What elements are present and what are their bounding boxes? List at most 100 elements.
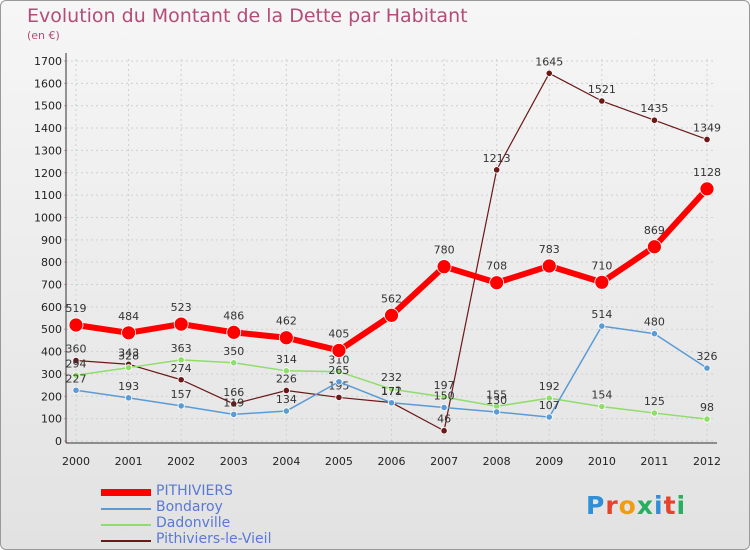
legend-swatch: [101, 540, 151, 542]
y-tick-label: 1000: [34, 211, 62, 224]
y-tick-label: 1600: [34, 77, 62, 90]
x-tick-label: 2006: [378, 455, 406, 468]
x-tick-label: 2004: [272, 455, 300, 468]
data-point: [335, 378, 343, 386]
x-tick-label: 2003: [220, 455, 248, 468]
x-tick-label: 2001: [115, 455, 143, 468]
x-tick-label: 2005: [325, 455, 353, 468]
legend-item-dadonville: Dadonville: [101, 515, 331, 533]
data-point: [650, 409, 659, 417]
x-tick-label: 2000: [62, 455, 90, 468]
data-point: [177, 356, 185, 364]
x-tick-label: 2007: [430, 455, 458, 468]
y-axis-unit: (en €): [27, 29, 60, 42]
y-tick-label: 0: [55, 435, 62, 448]
data-label: 1349: [693, 121, 721, 134]
data-label: 350: [223, 345, 244, 358]
legend-label: Pithiviers-le-Vieil: [156, 531, 272, 547]
data-point: [173, 316, 189, 332]
data-label: 154: [591, 389, 612, 402]
data-point: [230, 400, 238, 408]
y-tick-label: 900: [41, 234, 62, 247]
data-label: 274: [171, 362, 192, 375]
data-point: [282, 367, 290, 375]
data-label: 166: [223, 386, 244, 399]
proxiti-logo: Proxiti: [586, 491, 687, 520]
data-point: [703, 364, 711, 372]
data-label: 484: [118, 310, 139, 323]
data-label: 314: [276, 353, 297, 366]
data-point: [440, 393, 448, 401]
data-label: 46: [437, 413, 451, 426]
data-label: 98: [700, 401, 714, 414]
data-point: [703, 415, 711, 423]
data-point: [68, 317, 84, 333]
data-label: 150: [434, 389, 455, 402]
legend-label: PITHIVIERS: [156, 483, 233, 499]
data-label: 562: [381, 292, 402, 305]
y-tick-label: 1400: [34, 122, 62, 135]
data-label: 462: [276, 315, 297, 328]
data-point: [650, 116, 659, 124]
y-tick-label: 1100: [34, 189, 62, 202]
data-point: [278, 330, 294, 346]
data-label: 130: [486, 394, 507, 407]
data-label: 107: [539, 399, 560, 412]
data-label: 197: [434, 379, 455, 392]
y-tick-label: 700: [41, 279, 62, 292]
data-point: [598, 97, 606, 105]
data-label: 294: [66, 357, 87, 370]
x-tick-label: 2010: [588, 455, 616, 468]
data-point: [72, 356, 80, 365]
y-tick-label: 800: [41, 256, 62, 269]
data-point: [335, 368, 343, 376]
data-point: [226, 324, 242, 340]
data-point: [703, 135, 711, 144]
legend-item-pithiviers: PITHIVIERS: [101, 483, 331, 501]
data-point: [282, 386, 290, 395]
data-label: 405: [328, 327, 349, 340]
data-label: 1521: [588, 83, 616, 96]
data-label: 157: [171, 388, 192, 401]
data-point: [230, 410, 238, 418]
chart-title: Evolution du Montant de la Dette par Hab…: [27, 5, 468, 27]
data-point: [594, 274, 610, 290]
data-point: [647, 239, 662, 255]
data-label: 343: [118, 346, 139, 359]
data-label: 480: [644, 316, 665, 329]
x-tick-label: 2002: [167, 455, 195, 468]
data-point: [598, 322, 606, 330]
data-point: [440, 427, 448, 435]
legend-item-pithiviers-le-vieil: Pithiviers-le-Vieil: [101, 531, 331, 549]
data-point: [650, 330, 659, 338]
data-label: 780: [434, 244, 455, 257]
data-point: [177, 402, 185, 410]
data-point: [699, 181, 715, 197]
y-tick-label: 1700: [34, 55, 62, 68]
data-point: [124, 364, 133, 372]
data-label: 869: [644, 224, 665, 237]
data-point: [440, 403, 448, 412]
data-label: 119: [223, 396, 244, 409]
data-label: 326: [697, 350, 718, 363]
y-tick-label: 300: [41, 368, 62, 381]
data-label: 265: [328, 364, 349, 377]
y-tick-label: 200: [41, 390, 62, 403]
data-label: 171: [381, 385, 402, 398]
legend-label: Bondaroy: [156, 499, 223, 515]
y-tick-label: 600: [41, 301, 62, 314]
data-point: [282, 407, 290, 415]
legend-swatch: [101, 508, 151, 510]
data-point: [177, 376, 185, 384]
data-point: [541, 258, 557, 274]
data-label: 226: [276, 372, 297, 385]
data-point: [493, 408, 501, 416]
data-point: [598, 402, 606, 411]
legend-swatch: [101, 489, 151, 496]
x-tick-label: 2012: [693, 455, 721, 468]
y-tick-label: 1300: [34, 144, 62, 157]
data-label: 227: [66, 372, 87, 385]
y-tick-label: 400: [41, 346, 62, 359]
